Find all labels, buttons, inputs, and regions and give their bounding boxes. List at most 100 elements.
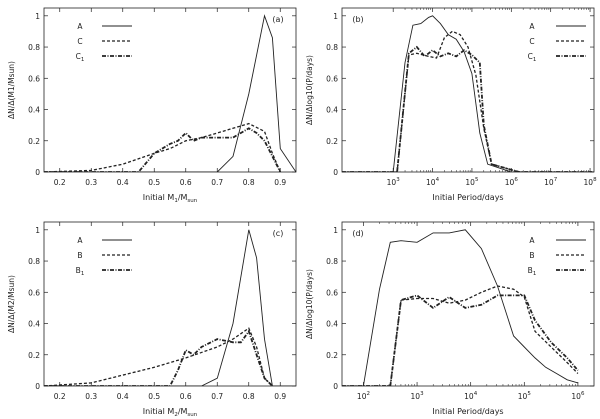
panel-c-ylabel: ΔN/Δ(M2/Msun) bbox=[7, 275, 16, 333]
panel-c-xlabel-part: 2 bbox=[174, 412, 178, 418]
panel-b-xtick-exponent: 4 bbox=[436, 177, 440, 183]
panel-d-xtick-label: 105 bbox=[518, 391, 532, 401]
panel-a-series-C1 bbox=[44, 127, 282, 172]
panel-b-xtick-label: 105 bbox=[465, 177, 479, 187]
panel-b-legend-label: C1 bbox=[528, 52, 537, 63]
panel-b-series-A bbox=[342, 15, 594, 172]
panel-d-legend-label-sub: 1 bbox=[533, 271, 537, 277]
panel-a-frame bbox=[43, 7, 297, 173]
panel-a-ytick-label: 0.8 bbox=[28, 43, 40, 52]
panel-b-xtick-label: 106 bbox=[505, 177, 519, 187]
panel-c-series-A bbox=[44, 229, 296, 386]
panel-c-xtick-label: 0.8 bbox=[243, 392, 255, 401]
panel-d-xtick-label: 102 bbox=[357, 391, 370, 401]
panel-a-xtick-label: 0.4 bbox=[117, 178, 129, 187]
panel-b-ytick-label: 0.6 bbox=[326, 74, 338, 83]
panel-a-ytick-label: 0.6 bbox=[28, 74, 40, 83]
panel-a-label: (a) bbox=[272, 15, 283, 24]
panel-a-xlabel: Initial M1/Msun bbox=[143, 193, 198, 204]
panel-c-xtick-label: 0.7 bbox=[211, 392, 223, 401]
panel-a-xlabel-part: sun bbox=[187, 198, 197, 204]
panel-c-legend-label-sub: 1 bbox=[81, 271, 85, 277]
panel-d-xtick-exponent: 6 bbox=[581, 391, 585, 397]
panel-d-ytick-label: 0.8 bbox=[326, 257, 338, 266]
panel-d-series-A bbox=[342, 229, 579, 386]
panel-c-ytick-label: 1 bbox=[35, 226, 40, 235]
panel-a-ytick-label: 0.2 bbox=[28, 137, 40, 146]
panel-d-series-B1 bbox=[342, 294, 579, 386]
panel-b-ylabel: ΔN/Δlog10(P/days) bbox=[305, 55, 314, 125]
panel-d-label: (d) bbox=[352, 229, 363, 238]
panel-c-xtick-label: 0.9 bbox=[274, 392, 286, 401]
panel-d: 0 0.2 0.4 0.6 0.8 1 102 103 104 105 106 Initial Per… bbox=[305, 221, 595, 416]
panel-b-frame bbox=[341, 7, 595, 173]
panel-a-xtick-label: 0.8 bbox=[243, 178, 255, 187]
panel-a-legend-label: C bbox=[77, 37, 82, 46]
panel-b-label: (b) bbox=[352, 15, 363, 24]
panel-c-ytick-label: 0.4 bbox=[28, 320, 40, 329]
panel-a-xlabel-part: Initial M bbox=[143, 193, 175, 202]
panel-d-series-B bbox=[342, 285, 579, 386]
panel-d-legend-label: B1 bbox=[528, 266, 537, 277]
panel-a-xtick-label: 0.9 bbox=[274, 178, 286, 187]
panel-d-xtick-exponent: 2 bbox=[366, 391, 370, 397]
panel-a-legend-label: A bbox=[77, 22, 83, 31]
panel-d-frame bbox=[341, 221, 595, 387]
panel-c-ytick-label: 0 bbox=[35, 382, 40, 391]
panel-c-xlabel-part: /M bbox=[178, 407, 188, 416]
panel-b-ytick-label: 0.2 bbox=[326, 137, 338, 146]
panel-d-ytick-label: 0.4 bbox=[326, 320, 338, 329]
panel-d-xtick-exponent: 5 bbox=[527, 391, 531, 397]
panel-b-xtick-exponent: 8 bbox=[593, 177, 597, 183]
panel-a-xtick-label: 0.2 bbox=[54, 178, 66, 187]
panel-a-ytick-label: 1 bbox=[35, 12, 40, 21]
panel-b-ytick-label: 0.4 bbox=[326, 106, 338, 115]
panel-a: 0 0.2 0.4 0.6 0.8 1 0.2 0.3 0.4 0.5 0.6 0.7 0.8 0.9 In… bbox=[7, 7, 297, 204]
panel-c-xtick-label: 0.3 bbox=[85, 392, 97, 401]
panel-d-xtick-label: 104 bbox=[464, 391, 478, 401]
panel-c-xtick-label: 0.4 bbox=[117, 392, 129, 401]
panel-b-xtick-exponent: 6 bbox=[514, 177, 518, 183]
panel-c-legend-label: B1 bbox=[76, 266, 85, 277]
panel-b-xtick-label: 103 bbox=[387, 177, 401, 187]
panel-d-xtick-exponent: 4 bbox=[474, 391, 478, 397]
panel-a-legend-label-sub: 1 bbox=[81, 57, 85, 63]
panel-b-series-C bbox=[342, 30, 594, 172]
panel-b-xtick-exponent: 5 bbox=[475, 177, 479, 183]
panel-d-ytick-label: 0.6 bbox=[326, 288, 338, 297]
panel-b-xtick-label: 107 bbox=[544, 177, 558, 187]
panel-d-ytick-label: 0 bbox=[333, 382, 338, 391]
panel-b-ytick-label: 1 bbox=[333, 12, 338, 21]
panel-d-legend-label: A bbox=[529, 236, 535, 245]
panel-d-ytick-label: 0.2 bbox=[326, 351, 338, 360]
panel-c-label: (c) bbox=[273, 229, 284, 238]
panel-b-ytick-label: 0.8 bbox=[326, 43, 338, 52]
panel-c-series-B1 bbox=[44, 329, 274, 386]
panel-c-xlabel-part: Initial M bbox=[143, 407, 175, 416]
panel-a-xtick-label: 0.5 bbox=[148, 178, 160, 187]
panel-a-ytick-label: 0.4 bbox=[28, 106, 40, 115]
panel-d-ytick-label: 1 bbox=[333, 226, 338, 235]
panel-d-xtick-label: 103 bbox=[411, 391, 425, 401]
panel-c-ytick-label: 0.6 bbox=[28, 288, 40, 297]
panel-b-legend-label: A bbox=[529, 22, 535, 31]
panel-c: 0 0.2 0.4 0.6 0.8 1 0.2 0.3 0.4 0.5 0.6 0.7 0.8 0.9 In… bbox=[7, 221, 297, 418]
panel-b-legend-label-sub: 1 bbox=[533, 57, 537, 63]
panel-a-series-A bbox=[44, 14, 296, 172]
panel-c-ytick-label: 0.8 bbox=[28, 257, 40, 266]
panel-a-xlabel-part: /M bbox=[178, 193, 188, 202]
panel-c-legend-label: B bbox=[77, 251, 82, 260]
panel-a-legend-label: C1 bbox=[76, 52, 85, 63]
panel-a-ylabel: ΔN/Δ(M1/Msun) bbox=[7, 61, 16, 119]
panel-d-xtick-label: 106 bbox=[571, 391, 585, 401]
panel-c-ytick-label: 0.2 bbox=[28, 351, 40, 360]
panel-d-xlabel: Initial Period/days bbox=[432, 407, 503, 416]
panel-c-xtick-label: 0.2 bbox=[54, 392, 66, 401]
panel-b-xtick-exponent: 7 bbox=[554, 177, 558, 183]
panel-c-xtick-label: 0.5 bbox=[148, 392, 160, 401]
panel-a-xtick-label: 0.3 bbox=[85, 178, 97, 187]
panel-a-xtick-label: 0.7 bbox=[211, 178, 223, 187]
panel-a-xtick-label: 0.6 bbox=[180, 178, 192, 187]
